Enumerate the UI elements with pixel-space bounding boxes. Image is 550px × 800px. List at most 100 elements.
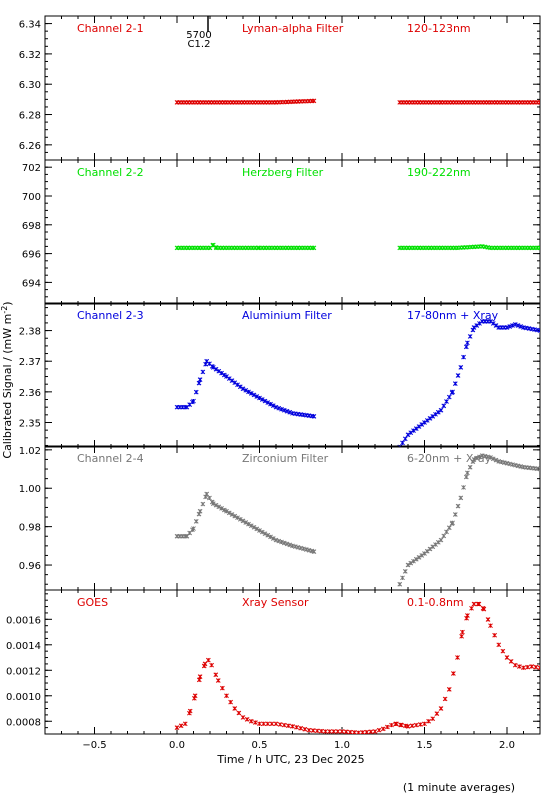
data-point [537, 466, 540, 472]
data-point [276, 538, 282, 544]
data-point [273, 537, 279, 543]
data-point [298, 725, 304, 731]
data-point [496, 642, 502, 648]
x-tick-label: 2.0 [499, 740, 515, 751]
data-point [422, 420, 427, 425]
data-point [441, 403, 447, 409]
data-point [467, 464, 473, 470]
data-point [276, 405, 282, 411]
data-point [490, 321, 496, 326]
data-point [226, 510, 232, 516]
panel-filter-label: Aluminium Filter [242, 309, 332, 322]
panel-band-label: 0.1-0.8nm [407, 596, 464, 609]
panel-channel-label: Channel 2-4 [77, 452, 144, 465]
data-point [219, 370, 224, 376]
data-point [537, 245, 540, 251]
data-point [306, 727, 312, 733]
data-point [281, 407, 287, 413]
data-point [323, 729, 328, 734]
data-point [261, 721, 266, 727]
data-point [474, 323, 480, 328]
data-point [400, 440, 405, 446]
x-tick-label: −0.5 [82, 740, 106, 751]
data-point [430, 716, 436, 722]
y-tick-label: 6.30 [19, 80, 41, 91]
y-tick-label: 0.0012 [6, 666, 41, 677]
data-point [268, 401, 273, 407]
data-point [525, 664, 530, 670]
data-point [197, 377, 203, 382]
data-point [430, 413, 436, 419]
data-point [442, 696, 448, 702]
data-point [476, 601, 482, 607]
data-point [213, 502, 219, 508]
y-tick-label: 2.35 [19, 418, 41, 429]
data-point [438, 537, 444, 543]
data-point [244, 716, 250, 722]
data-point [455, 373, 461, 378]
y-tick-label: 1.00 [19, 484, 41, 495]
data-point [286, 723, 291, 729]
panel-frame [44, 589, 541, 735]
x-tick-label: 1.0 [334, 740, 350, 751]
data-point [268, 534, 273, 540]
data-point [243, 520, 249, 525]
panel-4: 0.96 0.98 1.00 1.02 Channel 2-4 Zirconium Fil… [19, 445, 541, 591]
y-tick-label: 6.32 [19, 50, 41, 61]
data-point [216, 504, 222, 510]
data-point [251, 524, 257, 530]
data-point [490, 456, 496, 462]
data-point [450, 389, 455, 395]
data-point [517, 664, 522, 669]
x-tick-label: 0.5 [252, 740, 268, 751]
data-point [246, 389, 251, 395]
y-axis-label-close: ) [1, 301, 14, 305]
panel-1: 6.26 6.28 6.30 6.32 6.34 Channel 2-1 Lyman-alp… [19, 15, 541, 161]
data-point [458, 495, 464, 501]
data-point [228, 699, 233, 705]
data-point [533, 664, 539, 670]
data-point [512, 662, 518, 668]
data-point [400, 575, 405, 581]
y-tick-label: 6.28 [19, 111, 41, 122]
data-point [405, 724, 411, 729]
data-point [209, 662, 215, 668]
data-point [284, 408, 290, 414]
data-point [408, 560, 414, 566]
data-point [441, 533, 447, 539]
data-point [451, 671, 456, 676]
data-point [352, 730, 357, 734]
y-tick-label: 696 [22, 250, 41, 261]
data-point [240, 518, 246, 524]
data-point [200, 501, 206, 507]
data-point [485, 617, 491, 622]
y-tick-label: 694 [22, 278, 41, 289]
data-point [224, 374, 229, 379]
data-point [508, 659, 514, 664]
data-point [452, 512, 458, 517]
y-tick-label: 0.0016 [6, 615, 41, 626]
data-point [191, 526, 196, 531]
data-point [287, 409, 293, 415]
data-point [427, 416, 433, 421]
data-point [265, 721, 271, 727]
data-point [248, 391, 254, 396]
data-point [446, 687, 452, 692]
panel-band-label: 17-80nm + Xray [407, 309, 499, 322]
panel-2: 694 696 698 700 702 Channel 2-2 Herzberg Filte… [22, 159, 541, 305]
data-point [446, 525, 452, 531]
data-point [455, 655, 460, 660]
data-point [500, 648, 506, 654]
panel-frame [44, 302, 541, 448]
data-series [174, 601, 540, 734]
panel-band-label: 120-123nm [407, 22, 471, 35]
data-point [537, 100, 540, 105]
data-point [311, 245, 317, 251]
data-point [273, 404, 279, 410]
data-point [504, 325, 510, 330]
y-axis-label: Calibrated Signal / (mW m-2) [0, 301, 14, 458]
y-tick-label: 2.38 [19, 327, 41, 338]
panel-filter-label: Xray Sensor [242, 596, 309, 609]
data-point [178, 723, 184, 729]
